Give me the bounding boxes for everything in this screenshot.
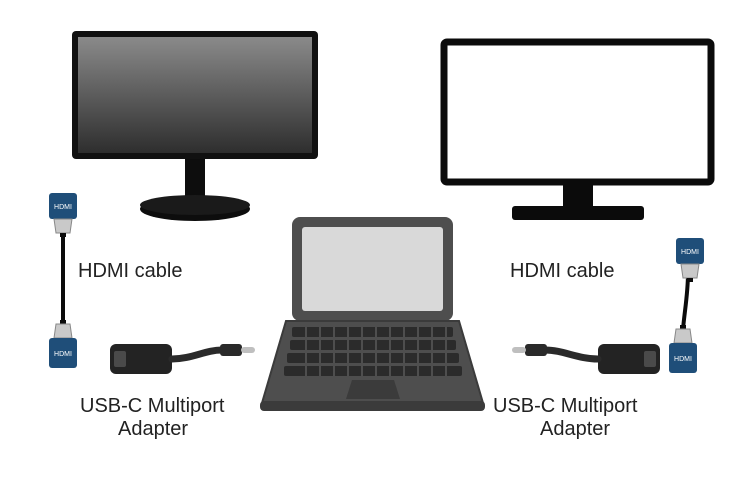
- hdmi-plug-top-left: HDMI: [45, 193, 81, 237]
- hdmi-plug-bot-right: HDMI: [665, 325, 701, 375]
- label-hdmi-right: HDMI cable: [510, 260, 614, 283]
- svg-text:HDMI: HDMI: [54, 351, 72, 358]
- monitor-right: [440, 38, 715, 228]
- label-adapter-right-1: USB-C Multiport: [493, 395, 637, 418]
- laptop: [260, 215, 485, 415]
- label-adapter-right-2: Adapter: [540, 418, 610, 441]
- label-hdmi-left: HDMI cable: [78, 260, 182, 283]
- svg-text:HDMI: HDMI: [54, 204, 72, 211]
- monitor-left: [70, 25, 320, 225]
- svg-text:HDMI: HDMI: [681, 249, 699, 256]
- diagram-stage: HDMI HDMI HDMI HDMI HDMI: [0, 0, 750, 500]
- label-adapter-left-1: USB-C Multiport: [80, 395, 224, 418]
- hdmi-cable-left: [52, 225, 76, 335]
- usbc-adapter-left: [110, 336, 260, 382]
- hdmi-plug-bot-left: HDMI: [45, 320, 81, 370]
- hdmi-plug-top-right: HDMI: [672, 238, 708, 282]
- usbc-adapter-right: [495, 336, 660, 382]
- svg-text:HDMI: HDMI: [674, 356, 692, 363]
- label-adapter-left-2: Adapter: [118, 418, 188, 441]
